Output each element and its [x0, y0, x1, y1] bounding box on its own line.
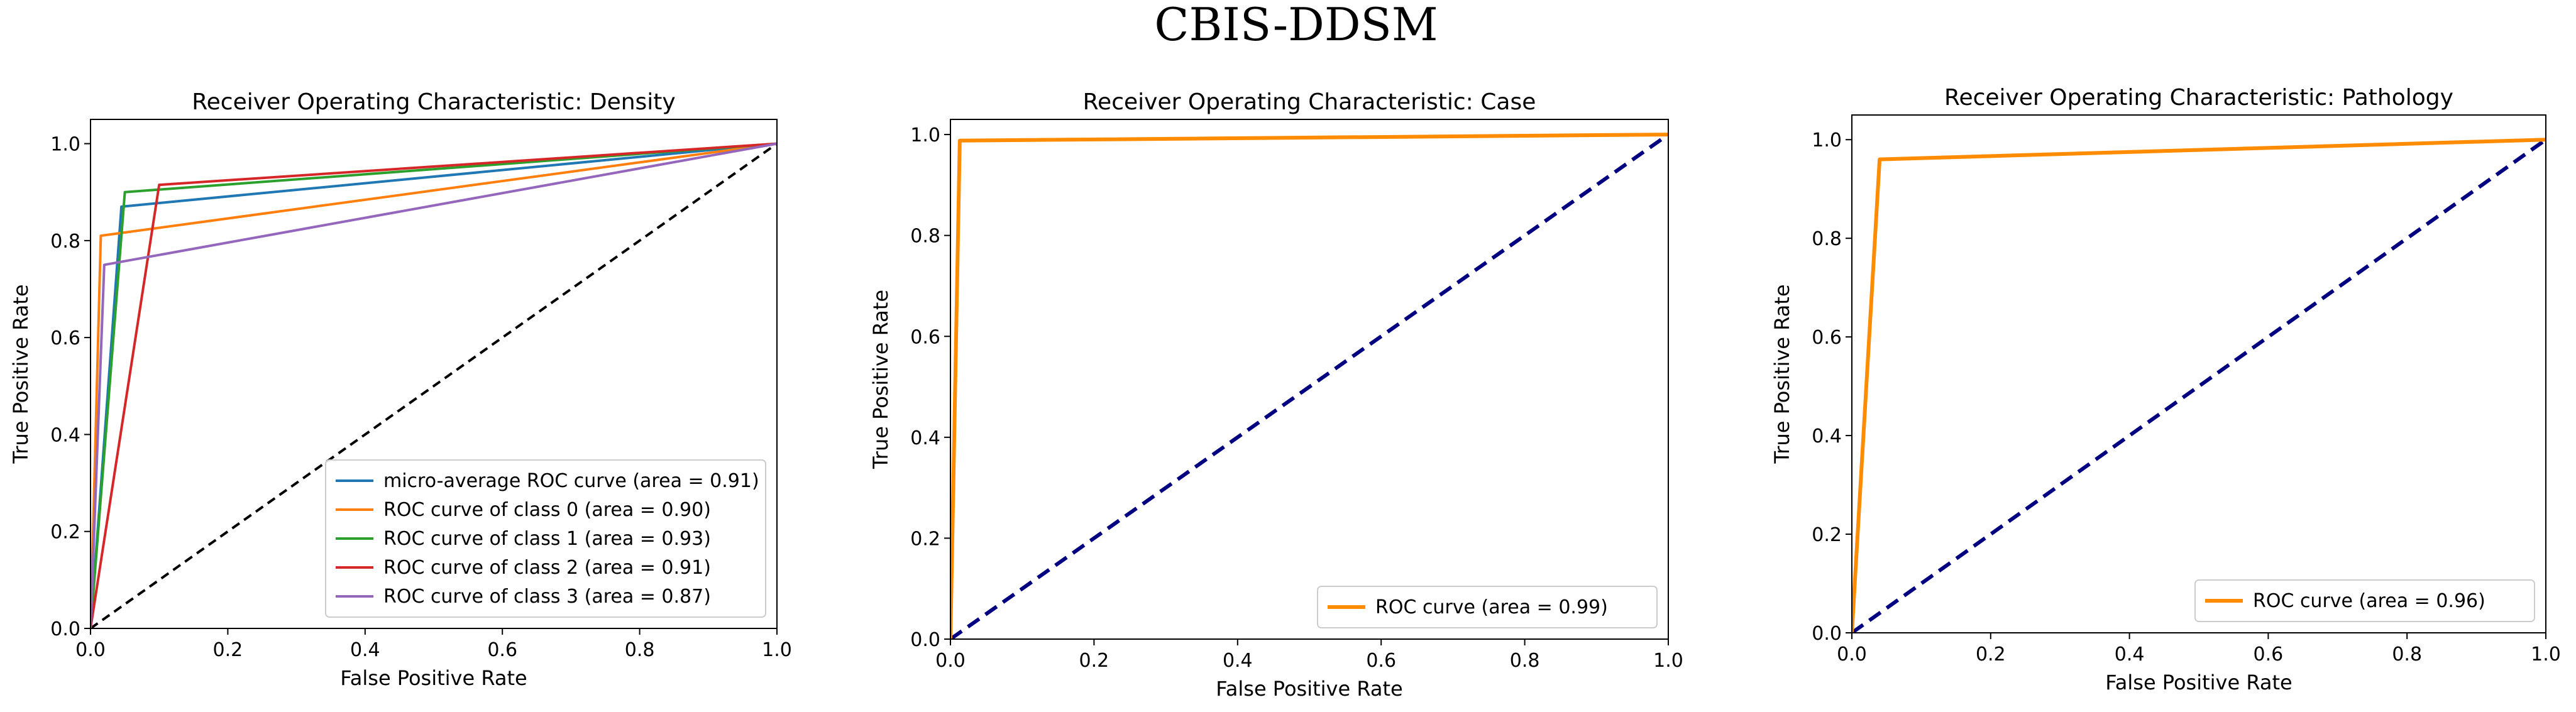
- y-axis-label: True Positive Rate: [1770, 284, 1794, 464]
- x-tick-label: 0.6: [2254, 644, 2284, 665]
- x-tick-label: 0.0: [75, 639, 106, 661]
- legend: ROC curve (area = 0.99): [1317, 586, 1658, 628]
- plot-frame: [90, 119, 778, 629]
- x-tick-label: 0.6: [487, 639, 517, 661]
- x-tick-label: 0.4: [350, 639, 380, 661]
- legend: micro-average ROC curve (area = 0.91) ROC…: [325, 459, 766, 618]
- roc-curve-line: [1852, 138, 2546, 633]
- legend-entry: ROC curve of class 0 (area = 0.90): [383, 499, 711, 521]
- legend-box: [2194, 579, 2535, 622]
- y-tick-label: 0.0: [50, 618, 80, 640]
- legend: ROC curve (area = 0.96): [2194, 579, 2535, 622]
- chart-title: Receiver Operating Characteristic: Patho…: [1944, 85, 2453, 111]
- y-tick-label: 0.6: [1812, 327, 1842, 349]
- y-tick-label: 0.2: [910, 528, 940, 550]
- chance-diagonal-line: [91, 142, 777, 628]
- x-axis-label: False Positive Rate: [1216, 677, 1402, 701]
- y-tick-label: 1.0: [910, 124, 940, 146]
- roc-curve-line: [91, 142, 777, 628]
- y-tick-label: 0.4: [1812, 425, 1842, 447]
- chart-title: Receiver Operating Characteristic: Densi…: [192, 89, 675, 115]
- roc-curve-line: [91, 142, 777, 628]
- y-tick-label: 0.8: [1812, 228, 1842, 250]
- legend-entry: micro-average ROC curve (area = 0.91): [383, 470, 759, 492]
- x-tick-label: 0.0: [1837, 644, 1867, 665]
- y-tick-label: 1.0: [1812, 129, 1842, 151]
- roc-panel-2: Receiver Operating Characteristic: Case 0…: [869, 89, 1683, 701]
- legend-entry: ROC curve of class 2 (area = 0.91): [383, 557, 711, 579]
- x-tick-label: 1.0: [1653, 650, 1683, 672]
- roc-curve-line: [91, 142, 777, 628]
- roc-curve-line: [91, 142, 777, 628]
- y-tick-label: 0.2: [50, 522, 80, 544]
- chance-diagonal-line: [950, 133, 1668, 639]
- legend-entry: ROC curve (area = 0.96): [2253, 590, 2485, 612]
- x-tick-label: 0.8: [625, 639, 655, 661]
- plot-frame: [1851, 114, 2546, 633]
- x-axis-label: False Positive Rate: [2105, 671, 2292, 694]
- legend-box: [325, 459, 766, 618]
- y-tick-label: 0.0: [910, 629, 940, 651]
- y-tick-label: 0.4: [50, 424, 80, 446]
- y-axis-label: True Positive Rate: [9, 284, 33, 464]
- x-tick-label: 0.6: [1366, 650, 1396, 672]
- legend-entry: ROC curve of class 1 (area = 0.93): [383, 528, 711, 550]
- x-tick-label: 0.4: [1223, 650, 1253, 672]
- roc-curve-line: [950, 133, 1668, 639]
- y-axis-label: True Positive Rate: [869, 290, 893, 469]
- x-axis-label: False Positive Rate: [340, 666, 527, 690]
- plot-frame: [950, 119, 1669, 640]
- legend-box: [1317, 586, 1658, 628]
- legend-entry: ROC curve of class 3 (area = 0.87): [383, 586, 711, 608]
- x-tick-label: 0.0: [935, 650, 966, 672]
- y-tick-label: 0.4: [910, 427, 940, 449]
- y-tick-label: 1.0: [50, 134, 80, 156]
- x-tick-label: 0.2: [1976, 644, 2006, 665]
- legend-entry: ROC curve (area = 0.99): [1375, 596, 1608, 618]
- roc-panel-1: Receiver Operating Characteristic: Densi…: [9, 89, 792, 690]
- chance-diagonal-line: [1852, 138, 2546, 633]
- x-tick-label: 0.8: [1510, 650, 1540, 672]
- x-tick-label: 1.0: [762, 639, 792, 661]
- chart-title: Receiver Operating Characteristic: Case: [1083, 89, 1536, 115]
- figure-title: CBIS-DDSM: [1154, 0, 1438, 51]
- y-tick-label: 0.0: [1812, 623, 1842, 645]
- x-tick-label: 0.8: [2392, 644, 2422, 665]
- y-tick-label: 0.6: [50, 327, 80, 349]
- x-tick-label: 1.0: [2531, 644, 2561, 665]
- x-tick-label: 0.2: [1079, 650, 1109, 672]
- y-tick-label: 0.6: [910, 326, 940, 348]
- y-tick-label: 0.8: [910, 226, 940, 248]
- x-tick-label: 0.4: [2115, 644, 2145, 665]
- x-tick-label: 0.2: [213, 639, 243, 661]
- y-tick-label: 0.2: [1812, 524, 1842, 546]
- y-tick-label: 0.8: [50, 231, 80, 253]
- roc-panel-3: Receiver Operating Characteristic: Patho…: [1770, 85, 2561, 694]
